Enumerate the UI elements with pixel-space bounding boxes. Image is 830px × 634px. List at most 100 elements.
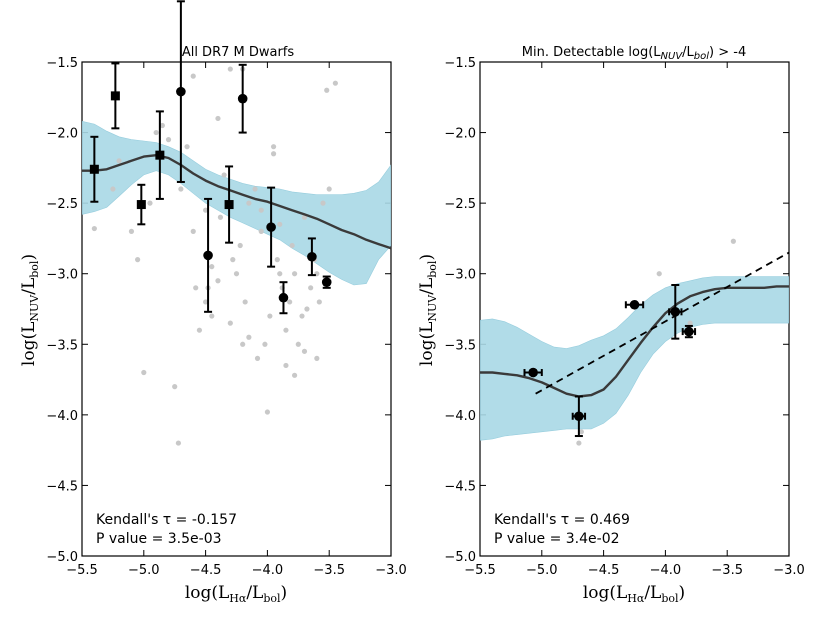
left-square-marker <box>136 200 146 210</box>
left-background-point <box>246 334 252 340</box>
left-circle-marker <box>266 222 276 232</box>
right-y-tick-label: −4.5 <box>444 479 476 494</box>
left-square-marker <box>155 150 165 160</box>
left-binned-point <box>307 237 317 277</box>
right-circle-marker <box>574 411 584 422</box>
left-y-axis-label: log(LNUV/Lbol) <box>19 254 41 366</box>
left-plot-area <box>82 0 391 446</box>
left-y-tick-label: −2.5 <box>46 197 78 212</box>
left-background-point <box>203 207 209 213</box>
left-binned-point <box>278 281 289 315</box>
right-y-tick-label: −2.0 <box>444 127 476 142</box>
left-background-point <box>252 186 258 192</box>
left-background-point <box>110 186 116 192</box>
left-y-tick-label: −1.5 <box>46 56 78 71</box>
left-background-point <box>291 372 298 378</box>
right-background-point <box>656 271 662 277</box>
left-background-point <box>299 313 305 319</box>
left-x-tick-label: −4.5 <box>190 563 222 578</box>
left-circle-marker <box>307 251 317 262</box>
left-panel-title: All DR7 M Dwarfs <box>182 45 295 60</box>
left-background-point <box>184 144 190 150</box>
left-background-point <box>178 186 184 192</box>
left-y-tick-label: −3.5 <box>46 338 78 353</box>
left-background-point <box>230 257 236 263</box>
left-binned-point <box>136 183 146 226</box>
right-background-point <box>730 238 736 244</box>
left-x-tick-label: −4.0 <box>252 563 284 578</box>
right-background-point <box>578 429 584 435</box>
left-circle-marker <box>176 86 186 97</box>
left-binned-point <box>110 62 120 130</box>
left-background-point <box>274 257 280 263</box>
left-background-point <box>209 264 215 270</box>
left-background-point <box>135 257 141 263</box>
left-background-point <box>289 242 295 249</box>
right-y-tick-label: −3.0 <box>444 268 476 283</box>
left-background-point <box>242 299 248 305</box>
left-background-point <box>175 440 182 446</box>
left-panel: All DR7 M Dwarfs −5.5 −5.0 −4.5 −4.0 −3.5 −3.… <box>19 0 407 605</box>
left-background-point <box>301 348 308 354</box>
left-circle-marker <box>237 93 248 104</box>
left-background-point <box>196 327 203 333</box>
left-background-point <box>277 271 283 277</box>
left-binned-point <box>224 165 234 244</box>
left-background-point <box>314 355 320 361</box>
left-background-point <box>227 320 233 326</box>
right-binned-point <box>668 284 683 340</box>
right-plot-area <box>480 238 789 446</box>
left-background-point <box>221 172 227 178</box>
left-square-marker <box>224 200 234 210</box>
right-x-tick-label: −3.5 <box>711 563 743 578</box>
left-background-point <box>233 271 240 277</box>
right-fit-curve <box>480 285 789 398</box>
right-y-axis-label: log(LNUV/Lbol) <box>417 254 439 366</box>
left-fit-curve <box>82 154 391 250</box>
left-background-point <box>320 200 326 206</box>
left-background-point <box>209 313 215 319</box>
right-y-tick-label: −5.0 <box>444 550 476 565</box>
left-background-point <box>240 341 246 347</box>
left-background-point <box>324 87 330 93</box>
left-background-point <box>316 299 322 305</box>
left-background-point <box>159 122 165 129</box>
left-background-point <box>258 228 264 234</box>
left-background-point <box>270 144 277 150</box>
left-y-tick-label: −4.5 <box>46 479 78 494</box>
left-axes-frame <box>81 61 392 557</box>
left-background-point <box>217 214 224 220</box>
left-binned-point <box>176 0 186 183</box>
right-clip-group <box>480 238 789 446</box>
left-background-point <box>326 186 332 192</box>
left-background-point <box>304 306 310 312</box>
left-background-point <box>262 341 268 347</box>
right-circle-marker <box>629 299 640 310</box>
left-y-tick-label: −2.0 <box>46 127 78 142</box>
left-background-point <box>190 73 196 79</box>
left-background-point <box>153 129 159 136</box>
left-y-tick-label: −4.0 <box>46 409 78 424</box>
right-circle-marker <box>684 326 694 337</box>
left-background-point <box>237 242 243 249</box>
right-binned-point <box>624 299 645 310</box>
left-background-point <box>283 327 289 333</box>
left-binned-point <box>89 135 99 203</box>
left-background-point <box>165 137 172 143</box>
left-background-point <box>203 299 209 305</box>
right-panel: Min. Detectable log(LNUV/Lbol) > -4 −5.5… <box>417 45 805 605</box>
left-x-tick-label: −3.5 <box>313 563 345 578</box>
right-kendall-tau: Kendall's τ = 0.469 <box>494 512 630 528</box>
right-x-tick-label: −3.0 <box>773 563 805 578</box>
left-confidence-band <box>82 120 391 286</box>
right-x-tick-label: −4.5 <box>588 563 620 578</box>
right-background-point <box>687 320 693 326</box>
right-x-tick-label: −5.5 <box>464 563 496 578</box>
left-binned-point <box>237 63 248 134</box>
left-square-marker <box>110 91 120 101</box>
left-clip-group <box>82 66 391 446</box>
left-background-point <box>193 285 199 291</box>
left-background-point <box>295 341 301 347</box>
left-circle-marker <box>278 292 289 303</box>
